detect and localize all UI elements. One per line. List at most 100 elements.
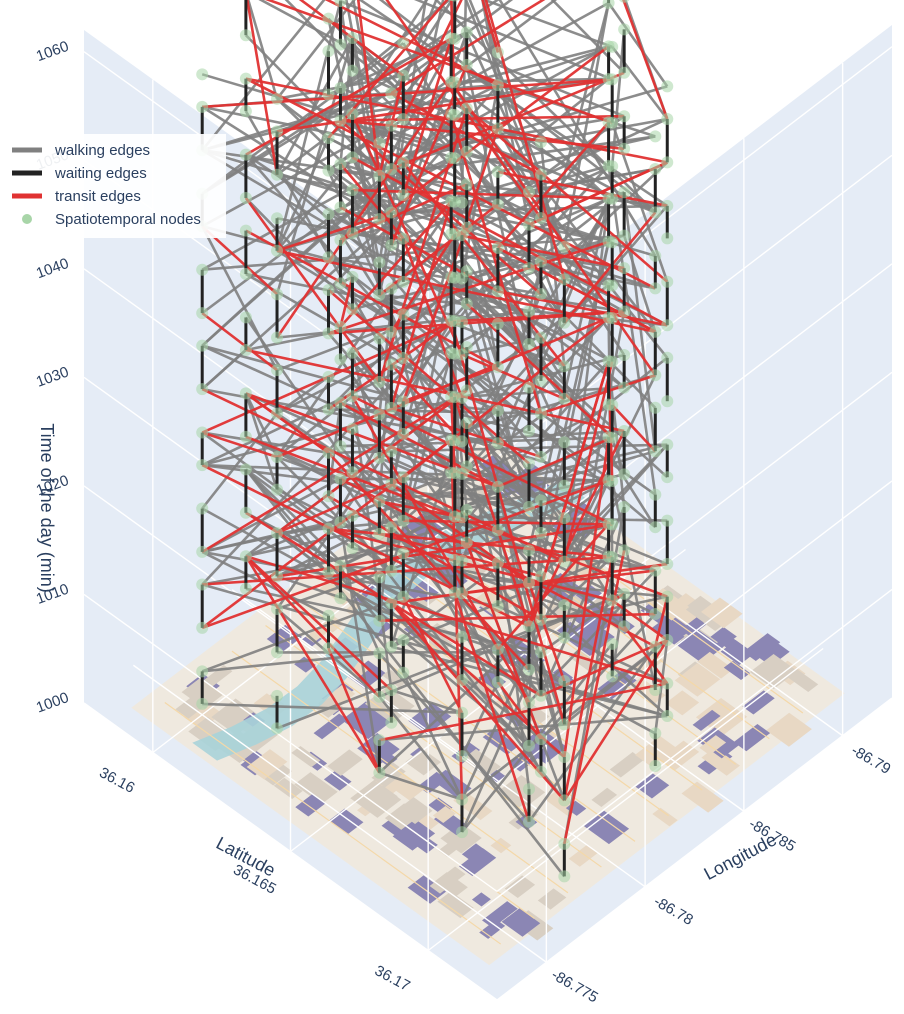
basemap-block [635, 773, 670, 799]
spatiotemporal-node [523, 739, 536, 752]
walking-edge [275, 183, 468, 458]
spatiotemporal-node [455, 554, 468, 567]
spatiotemporal-node [618, 544, 631, 557]
spatiotemporal-node [196, 697, 209, 710]
spatiotemporal-node [491, 437, 504, 450]
spatiotemporal-node [322, 251, 335, 264]
walking-edge [540, 443, 669, 578]
legend-item-nodes[interactable]: Spatiotemporal nodes [22, 211, 201, 228]
spatiotemporal-node [271, 288, 284, 301]
spatiotemporal-node [534, 407, 547, 420]
spatiotemporal-node [661, 112, 674, 125]
spatiotemporal-node [455, 315, 468, 328]
spatiotemporal-node [558, 360, 571, 373]
spatiotemporal-node [523, 381, 536, 394]
transit-edge [390, 602, 566, 802]
legend-item-walking[interactable]: walking edges [12, 142, 150, 159]
spatiotemporal-node [661, 80, 674, 93]
walking-edge [390, 0, 428, 213]
spatiotemporal-node [385, 282, 398, 295]
spatiotemporal-node [322, 370, 335, 383]
transit-edge [245, 0, 279, 176]
transit-edge [202, 78, 613, 109]
spatiotemporal-node [196, 307, 209, 320]
spatiotemporal-node [649, 608, 662, 621]
transit-edge [276, 389, 468, 535]
walking-edge [539, 506, 626, 697]
spatiotemporal-node [445, 227, 458, 240]
walking-edge [201, 431, 393, 572]
transit-edge [327, 495, 542, 621]
walking-edge [607, 2, 669, 88]
legend-item-waiting[interactable]: waiting edges [12, 165, 147, 182]
spatiotemporal-node [385, 87, 398, 100]
walking-edge [245, 332, 329, 352]
spatiotemporal-node [196, 68, 209, 81]
basemap-block [482, 901, 518, 928]
transit-edge [379, 612, 656, 623]
walking-edge [276, 456, 393, 572]
transit-edge [340, 114, 625, 122]
transit-edge [390, 200, 453, 409]
basemap-block [665, 690, 700, 716]
spatiotemporal-node [196, 502, 209, 515]
legend[interactable]: walking edges waiting edges transit edge… [0, 134, 226, 238]
spatiotemporal-node [271, 92, 284, 105]
spatiotemporal-node [534, 765, 547, 778]
basemap-street [265, 625, 602, 868]
spatiotemporal-node [271, 125, 284, 138]
basemap-block [295, 793, 326, 817]
spatiotemporal-node [334, 440, 347, 453]
spatiotemporal-node [523, 663, 536, 676]
basemap-block [597, 669, 637, 700]
spatiotemporal-node [373, 169, 386, 182]
spatiotemporal-node [346, 108, 359, 121]
spatiotemporal-node [373, 332, 386, 345]
basemap-block [674, 662, 721, 697]
spatiotemporal-node [239, 148, 252, 161]
spatiotemporal-node [346, 270, 359, 283]
spatiotemporal-node [239, 387, 252, 400]
walking-edge [202, 431, 329, 455]
spatiotemporal-node [196, 383, 209, 396]
walking-edge [378, 771, 463, 801]
spatiotemporal-node [534, 168, 547, 181]
basemap-block [323, 770, 352, 791]
spatiotemporal-node [661, 156, 674, 169]
transit-edge [327, 451, 530, 671]
basemap-block [378, 752, 398, 767]
transit-edge [563, 211, 657, 324]
spatiotemporal-node [373, 690, 386, 703]
spatiotemporal-node [346, 151, 359, 164]
walking-edge [379, 714, 668, 742]
transit-edge [528, 161, 668, 226]
spatiotemporal-node [322, 609, 335, 622]
spatiotemporal-node [649, 684, 662, 697]
walking-edge [339, 37, 354, 165]
spatiotemporal-node [460, 58, 473, 71]
transit-edge [202, 555, 613, 586]
walking-edge [528, 569, 657, 704]
transit-edge [623, 625, 669, 685]
legend-item-transit[interactable]: transit edges [12, 188, 141, 205]
spatiotemporal-node [373, 614, 386, 627]
spatiotemporal-node [491, 361, 504, 374]
spatiotemporal-node [661, 319, 674, 332]
spatiotemporal-node [445, 151, 458, 164]
basemap-block [697, 651, 734, 679]
spatiotemporal-node [455, 229, 468, 242]
spatiotemporal-node [196, 459, 209, 472]
transit-edge [497, 246, 656, 333]
spatiotemporal-node [618, 142, 631, 155]
walking-edge [339, 0, 625, 118]
spatiotemporal-node [534, 494, 547, 507]
walking-edge [378, 183, 469, 535]
walking-edge [461, 167, 656, 204]
basemap-block [786, 668, 819, 693]
walking-edge [201, 0, 326, 152]
transit-edge [265, 0, 613, 125]
spatiotemporal-node [334, 201, 347, 214]
spatiotemporal-node [334, 353, 347, 366]
spatiotemporal-node [606, 116, 619, 129]
